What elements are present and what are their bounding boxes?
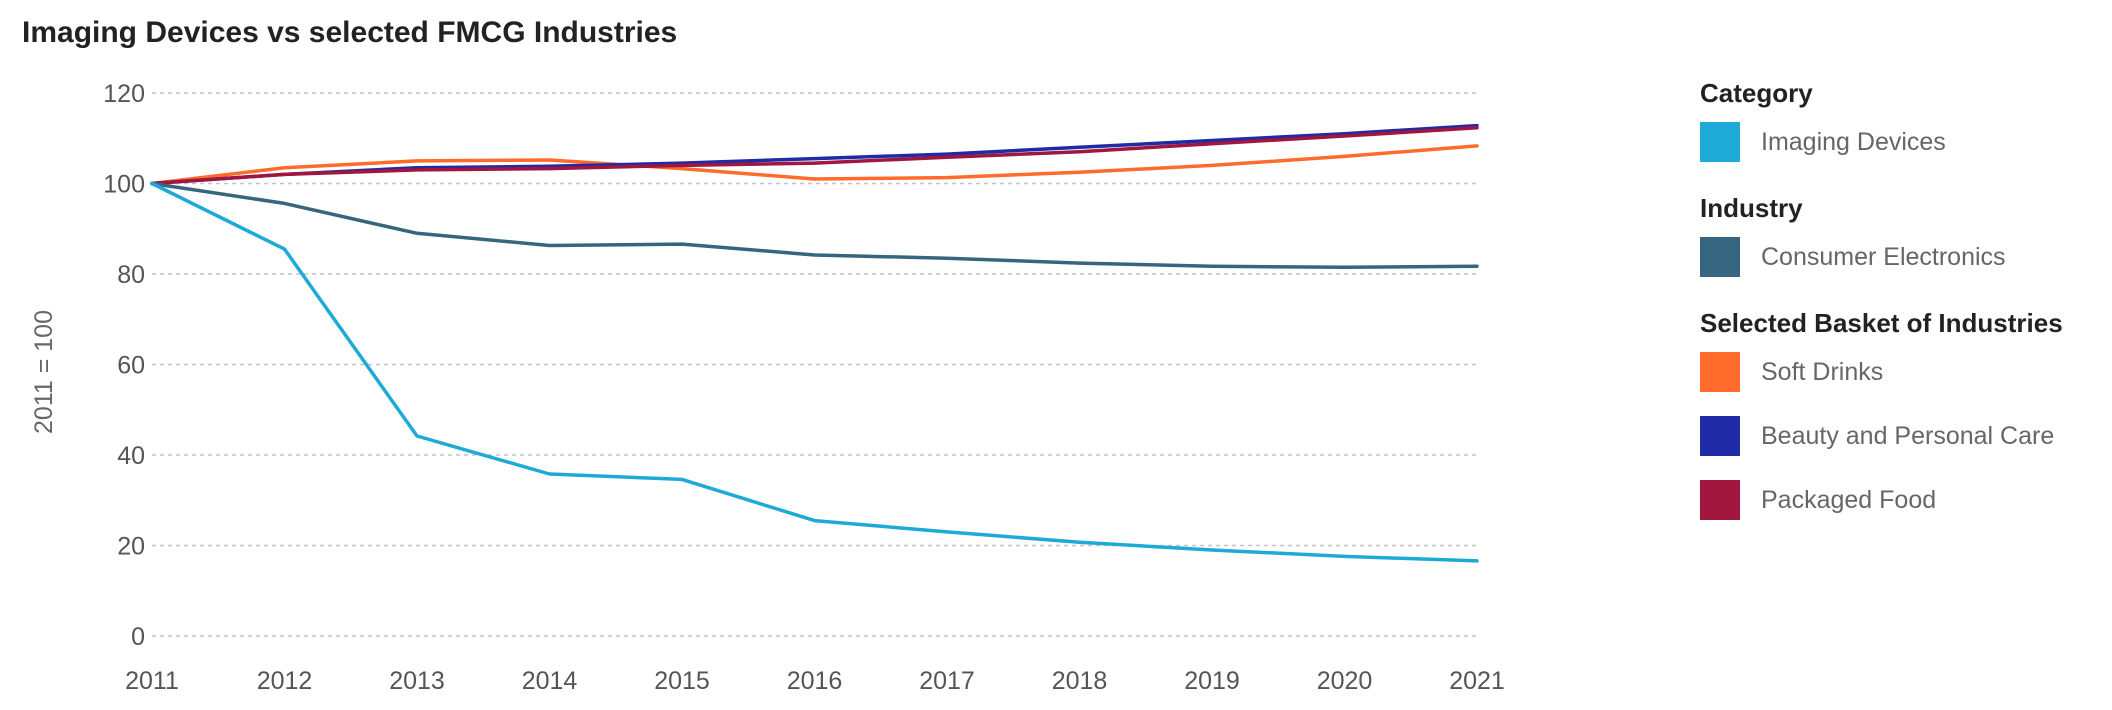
y-tick-label: 40 [117, 442, 145, 470]
series-line [150, 181, 1479, 563]
legend-item[interactable]: Imaging Devices [1700, 121, 2100, 163]
legend-swatch [1700, 416, 1740, 456]
legend-swatch [1700, 352, 1740, 392]
chart-title: Imaging Devices vs selected FMCG Industr… [22, 16, 678, 49]
legend-label: Consumer Electronics [1761, 242, 2006, 271]
legend-item[interactable]: Consumer Electronics [1700, 236, 2100, 278]
legend-group: Category Imaging Devices [1700, 78, 2100, 163]
legend-heading: Selected Basket of Industries [1700, 308, 2063, 338]
x-tick-label[interactable]: 2017 [919, 667, 975, 695]
series-consumer-electronics [150, 181, 1479, 269]
y-tick-label: 80 [117, 261, 145, 289]
legend-group: Industry Consumer Electronics [1700, 193, 2100, 278]
legend-heading: Category [1700, 78, 1813, 108]
legend-item[interactable]: Beauty and Personal Care [1700, 415, 2100, 457]
x-tick-label[interactable]: 2011 [125, 667, 179, 695]
x-tick-label-highlighted[interactable]: 2016 [787, 667, 843, 695]
legend-item[interactable]: Soft Drinks [1700, 351, 2100, 393]
x-tick-label[interactable]: 2012 [257, 667, 313, 695]
x-tick-label[interactable]: 2014 [522, 667, 578, 695]
y-axis-title: 2011 = 100 [30, 310, 58, 434]
legend-label: Packaged Food [1761, 485, 1937, 514]
y-tick-label: 60 [117, 352, 145, 380]
legend-item[interactable]: Packaged Food [1700, 479, 2100, 521]
legend-swatch [1700, 480, 1740, 520]
series-soft-drinks [150, 144, 1479, 186]
legend-label: Beauty and Personal Care [1761, 421, 2055, 450]
legend-group: Selected Basket of Industries Soft Drinks… [1700, 308, 2100, 521]
x-tick-label[interactable]: 2021 [1449, 667, 1505, 695]
legend-swatch [1700, 122, 1740, 162]
x-tick-label[interactable]: 2018 [1052, 667, 1108, 695]
x-tick-label[interactable]: 2013 [389, 667, 445, 695]
series-line [150, 144, 1479, 186]
x-tick-label[interactable]: 2015 [654, 667, 710, 695]
series-packaged-food [150, 126, 1479, 186]
y-tick-label: 0 [131, 623, 145, 651]
x-tick-label[interactable]: 2019 [1184, 667, 1240, 695]
series-imaging-devices [150, 181, 1479, 563]
x-axis-ticks[interactable]: 2011 2012 2013 2014 2015 2016 2017 2018 2019 2020… [125, 667, 1505, 695]
x-tick-label[interactable]: 2020 [1317, 667, 1373, 695]
legend: Category Imaging Devices Industry Consumer … [1700, 78, 2100, 551]
gridlines [152, 92, 1477, 637]
series-line [150, 123, 1479, 186]
legend-heading: Industry [1700, 193, 1803, 223]
legend-label: Soft Drinks [1761, 357, 1884, 386]
series-beauty-and-personal-care [150, 123, 1479, 186]
y-tick-label: 20 [117, 533, 145, 561]
series-lines [150, 123, 1479, 563]
y-tick-label: 100 [103, 171, 145, 199]
legend-swatch [1700, 237, 1740, 277]
series-line [150, 126, 1479, 186]
legend-label: Imaging Devices [1761, 127, 1946, 156]
series-line [150, 181, 1479, 269]
y-tick-label: 120 [103, 80, 145, 108]
y-axis-ticks: 0 20 40 60 80 100 120 [103, 80, 145, 651]
